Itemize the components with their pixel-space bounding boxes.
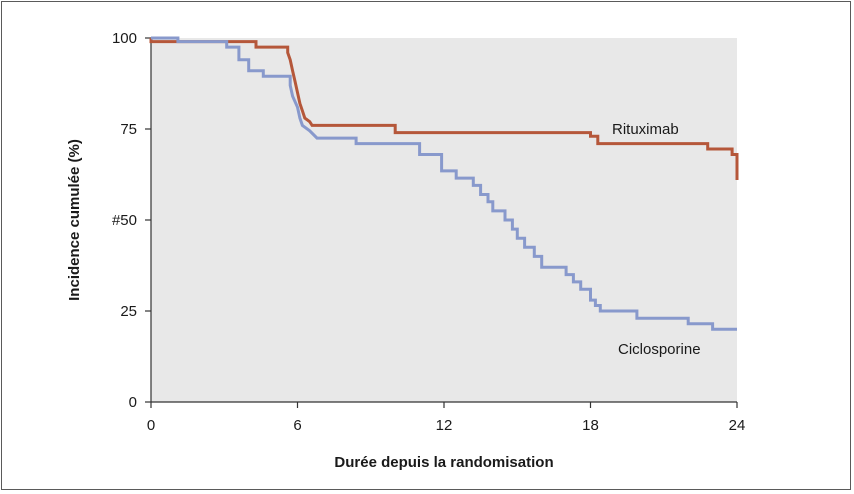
y-tick-label: #50	[112, 212, 137, 229]
x-tick-label: 0	[147, 417, 155, 434]
x-tick-label: 24	[729, 417, 746, 434]
series-label-rituximab: Rituximab	[612, 121, 679, 138]
x-tick-label: 18	[582, 417, 599, 434]
y-axis-title: Incidence cumulée (%)	[66, 139, 83, 301]
series-line-ciclosporine	[151, 36, 737, 331]
y-tick-label: 25	[120, 303, 137, 320]
plot-area	[151, 38, 737, 402]
series-layer	[149, 36, 739, 331]
x-axis-ticks: 0 6 12 18 24	[147, 402, 746, 434]
x-tick-label: 6	[293, 417, 301, 434]
x-axis-title: Durée depuis la randomisation	[334, 454, 553, 471]
series-line-rituximab	[149, 38, 739, 180]
y-axis-ticks: 0 25 #50 75 100	[112, 30, 151, 411]
y-tick-label: 100	[112, 30, 137, 47]
series-label-ciclosporine: Ciclosporine	[618, 341, 701, 358]
y-tick-label: 75	[120, 121, 137, 138]
x-tick-label: 12	[436, 417, 453, 434]
y-tick-label: 0	[129, 394, 137, 411]
